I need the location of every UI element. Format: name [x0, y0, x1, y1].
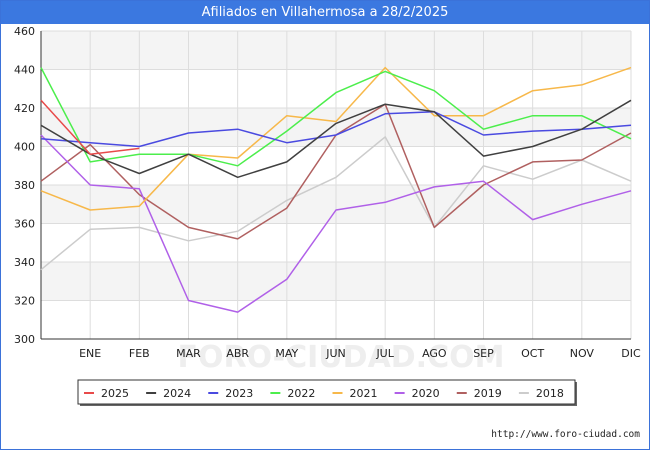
x-tick-label: ENE: [79, 347, 101, 360]
legend-label-2023: 2023: [225, 387, 253, 400]
x-tick-label: NOV: [570, 347, 595, 360]
x-tick-label: DIC: [621, 347, 641, 360]
x-tick-label: OCT: [521, 347, 544, 360]
legend-box: [77, 379, 576, 405]
series-line-2022: [40, 67, 632, 167]
chart-title: Afiliados en Villahermosa a 28/2/2025: [1, 1, 649, 24]
y-tick-label: 440: [14, 64, 35, 77]
y-tick-label: 360: [14, 218, 35, 231]
x-tick-label: FEB: [129, 347, 150, 360]
y-tick-label: 420: [14, 102, 35, 115]
x-tick-label: MAR: [176, 347, 201, 360]
legend-label-2019: 2019: [474, 387, 502, 400]
x-tick-label: AGO: [422, 347, 447, 360]
legend-label-2018: 2018: [536, 387, 564, 400]
x-tick-label: JUN: [325, 347, 346, 360]
x-tick-label: JUL: [375, 347, 394, 360]
x-tick-label: ABR: [226, 347, 249, 360]
credit-link[interactable]: http://www.foro-ciudad.com: [491, 429, 640, 440]
watermark: FORO-CIUDAD.COM: [178, 340, 505, 375]
legend-label-2020: 2020: [412, 387, 440, 400]
y-tick-label: 300: [14, 333, 35, 346]
series-line-2023: [40, 111, 632, 148]
legend-label-2025: 2025: [101, 387, 129, 400]
legend-label-2022: 2022: [287, 387, 315, 400]
y-tick-label: 400: [14, 141, 35, 154]
legend-label-2024: 2024: [163, 387, 191, 400]
x-tick-label: MAY: [275, 347, 298, 360]
series-line-2018: [40, 136, 632, 271]
legend-label-2021: 2021: [350, 387, 378, 400]
y-tick-label: 460: [14, 25, 35, 38]
series-line-2025: [40, 99, 140, 155]
series-line-2024: [40, 99, 632, 179]
y-tick-label: 340: [14, 256, 35, 269]
y-tick-label: 320: [14, 295, 35, 308]
series-line-2020: [40, 134, 632, 313]
series-line-2021: [40, 66, 632, 211]
y-tick-label: 380: [14, 179, 35, 192]
x-tick-label: SEP: [473, 347, 494, 360]
